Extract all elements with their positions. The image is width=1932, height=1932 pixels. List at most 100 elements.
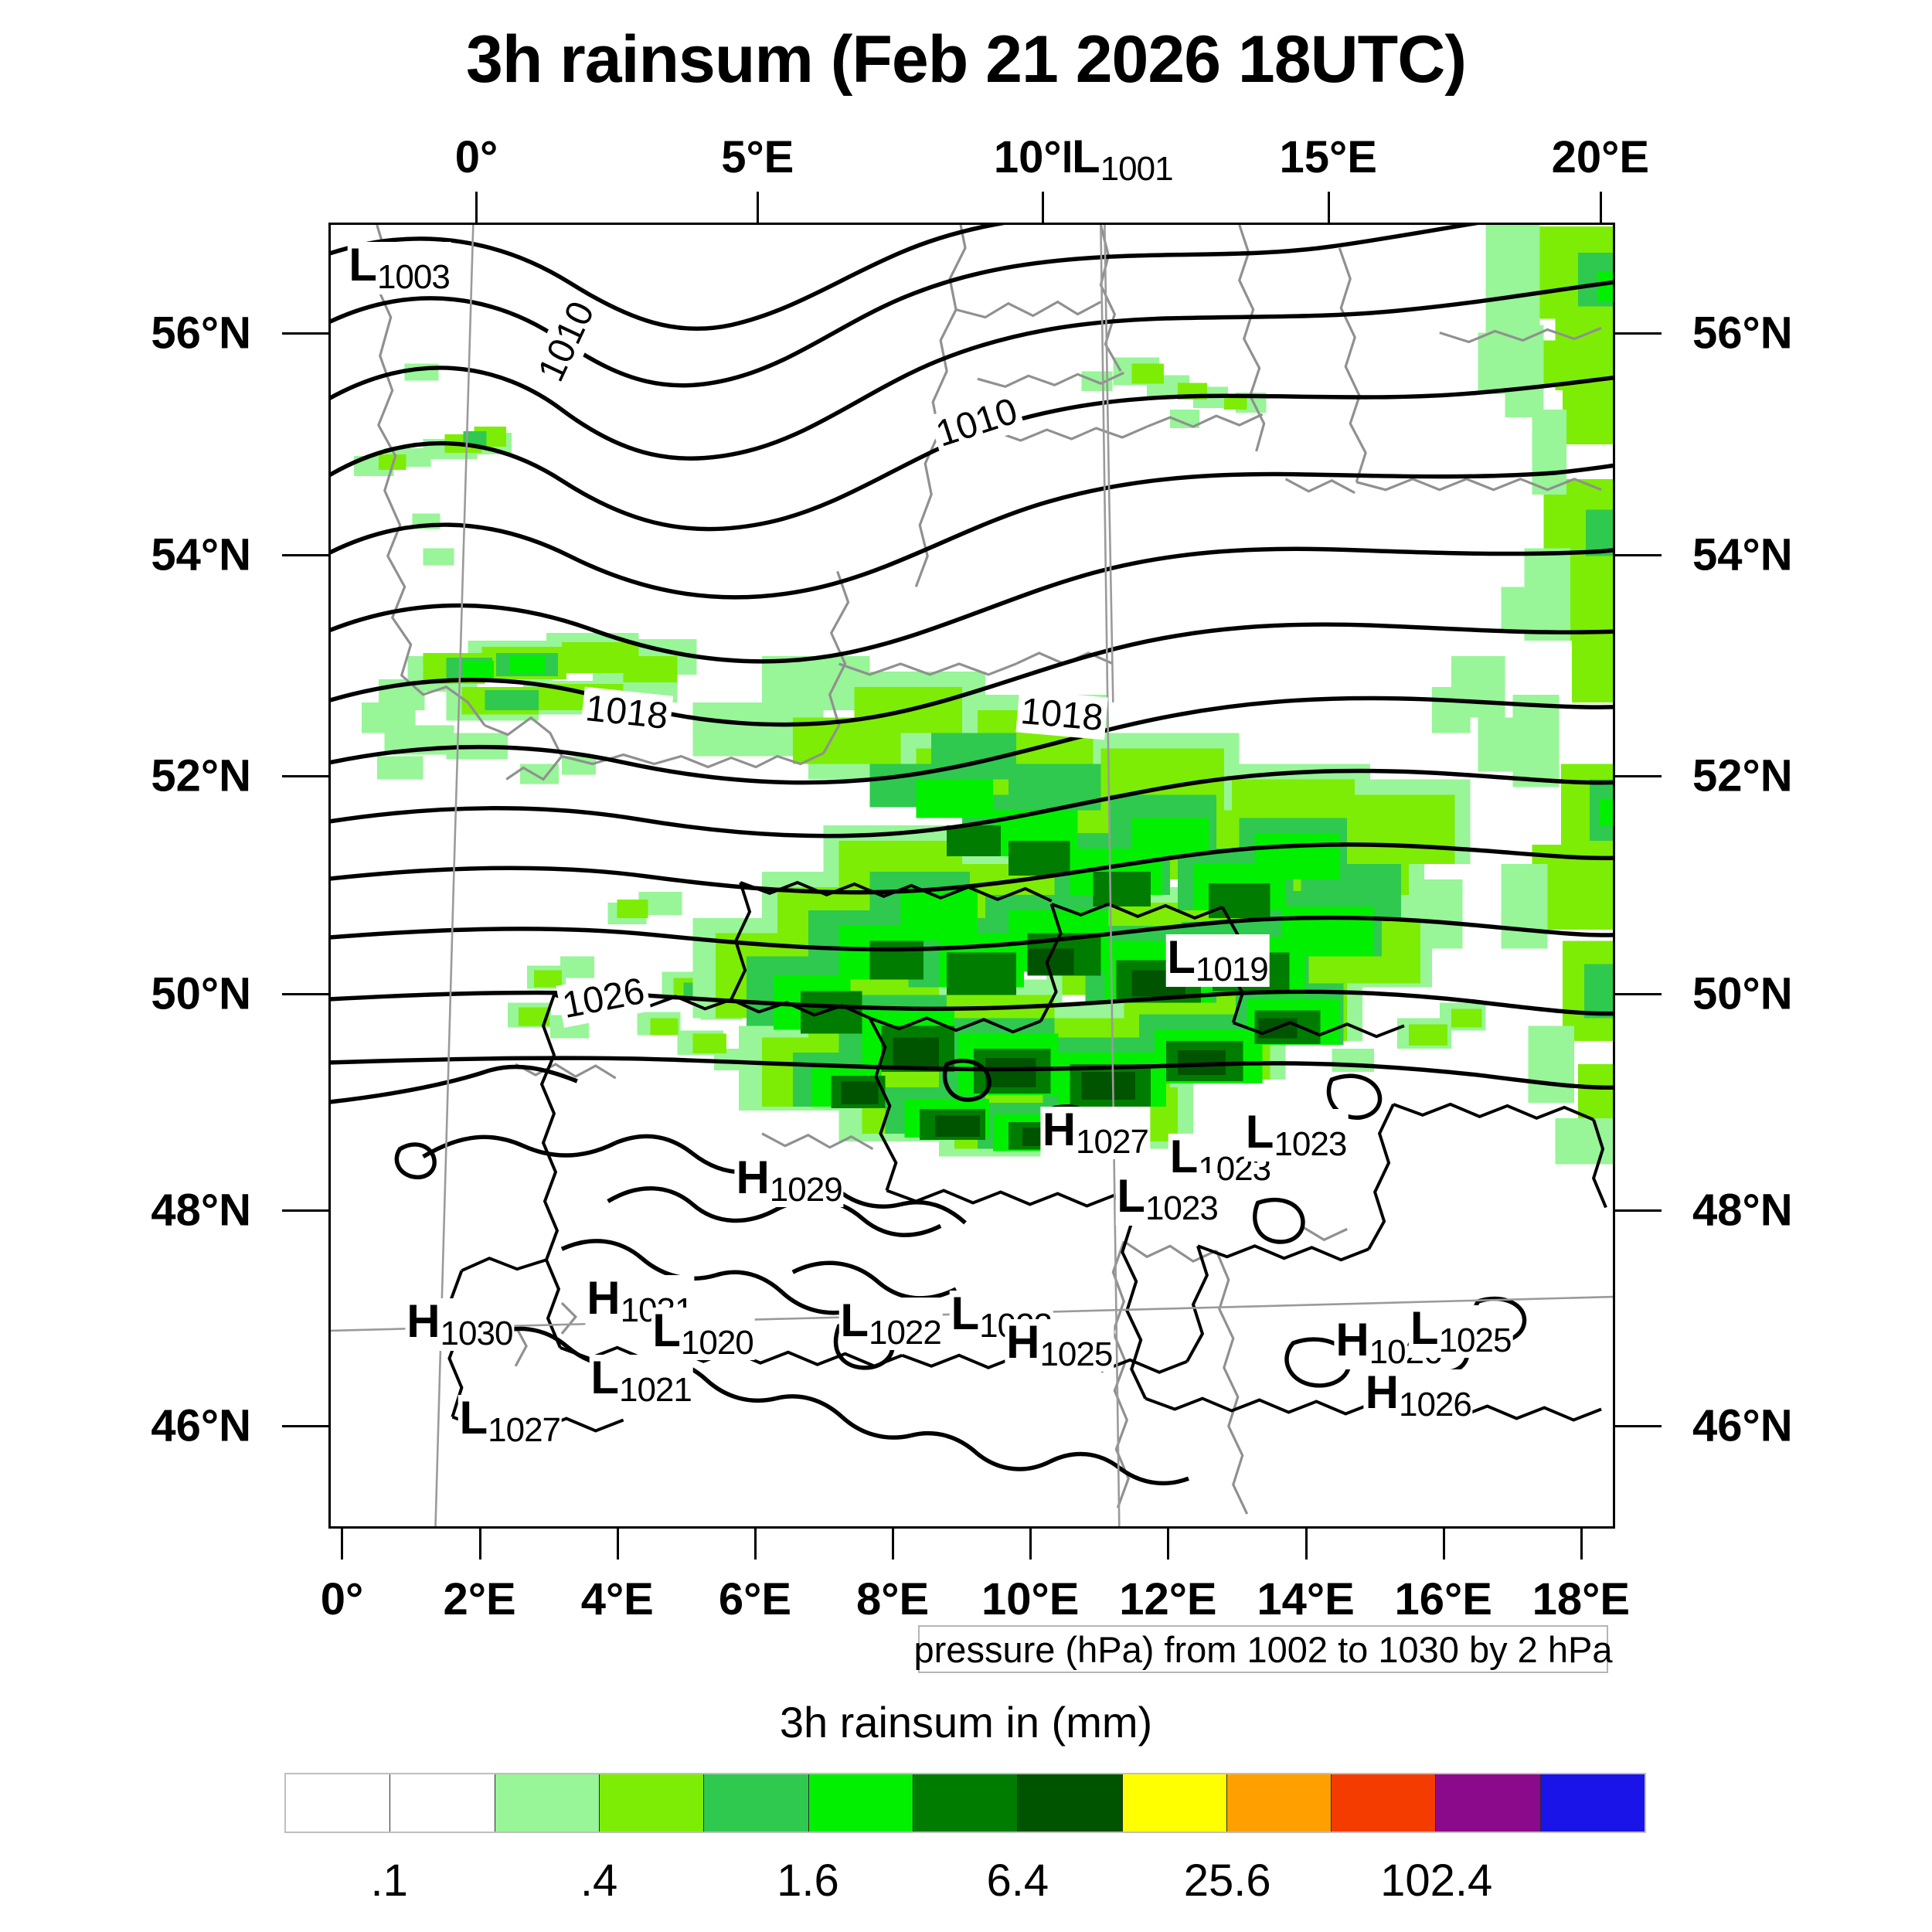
colorbar-segment-4[interactable] <box>704 1774 809 1832</box>
colorbar[interactable] <box>284 1773 1646 1833</box>
lon-tickmark-bottom-4 <box>892 1529 895 1560</box>
lon-tick-bottom-6: 12°E <box>1119 1574 1217 1624</box>
lon-tickmark-bottom-3 <box>753 1529 757 1560</box>
colorbar-segment-2[interactable] <box>495 1774 600 1832</box>
colorbar-tick-5: 102.4 <box>1380 1855 1493 1906</box>
pressure-center-type: L <box>1167 930 1196 983</box>
lat-tickmark-left-2 <box>282 774 328 777</box>
pressure-center-value: 1025 <box>1039 1335 1113 1374</box>
pressure-center-type: H <box>1365 1366 1399 1418</box>
lon-tickmark-bottom-0 <box>341 1529 344 1560</box>
pressure-center-type: H <box>587 1271 621 1324</box>
pressure-center-type: L <box>1410 1301 1439 1354</box>
colorbar-segment-0[interactable] <box>286 1774 391 1832</box>
colorbar-segment-1[interactable] <box>390 1774 495 1832</box>
lat-tickmark-left-1 <box>282 554 328 557</box>
colorbar-segment-11[interactable] <box>1436 1774 1541 1832</box>
lat-tickmark-right-5 <box>1615 1425 1662 1428</box>
pressure-center-type: H <box>1335 1314 1369 1366</box>
lat-tickmark-right-3 <box>1615 992 1662 995</box>
colorbar-segment-6[interactable] <box>913 1774 1019 1832</box>
lon-tickmark-bottom-8 <box>1442 1529 1445 1560</box>
pressure-center-high-7: H1029 <box>734 1155 844 1208</box>
pressure-center-type: H <box>1006 1316 1040 1369</box>
lat-tick-right-1: 54°N <box>1692 529 1793 580</box>
pressure-center-value: 1020 <box>680 1324 754 1362</box>
lat-tickmark-left-4 <box>282 1209 328 1213</box>
colorbar-segment-3[interactable] <box>599 1774 705 1832</box>
pressure-center-low-0: L1003 <box>347 242 451 297</box>
pressure-center-low-5: L1023 <box>1243 1106 1349 1164</box>
colorbar-segment-5[interactable] <box>808 1774 913 1832</box>
pressure-center-high-3: H1027 <box>1040 1103 1150 1161</box>
lat-tick-right-0: 56°N <box>1692 308 1793 359</box>
pressure-center-value: 1001 <box>1100 149 1174 188</box>
lat-tick-left-5: 46°N <box>151 1400 251 1451</box>
pressure-center-value: 1023 <box>1274 1125 1347 1164</box>
pressure-center-value: 1003 <box>376 258 451 297</box>
pressure-center-high-13: H1025 <box>1005 1319 1114 1372</box>
pressure-center-type: L <box>1117 1170 1145 1223</box>
pressure-center-value: 1026 <box>1398 1385 1472 1423</box>
pressure-center-type: L <box>840 1294 869 1346</box>
lon-tickmark-bottom-9 <box>1580 1529 1583 1560</box>
pressure-center-low-10: L1020 <box>651 1308 755 1362</box>
pressure-center-type: H <box>736 1151 770 1204</box>
lat-tickmark-right-4 <box>1615 1209 1662 1213</box>
isobar-label-3: 1018 <box>1015 689 1108 740</box>
lat-tick-right-5: 46°N <box>1692 1400 1793 1451</box>
lon-tick-bottom-8: 16°E <box>1394 1574 1492 1624</box>
lon-tick-top-0: 0° <box>454 132 498 182</box>
lon-tick-bottom-7: 14°E <box>1257 1574 1355 1624</box>
colorbar-tick-3: 6.4 <box>986 1855 1049 1906</box>
pressure-center-type: L <box>590 1352 619 1404</box>
pressure-center-value: 1022 <box>868 1313 942 1352</box>
lon-tickmark-top-1 <box>757 192 760 223</box>
lon-tick-bottom-1: 2°E <box>443 1574 516 1624</box>
pressure-center-type: L <box>951 1287 980 1340</box>
lat-tickmark-left-5 <box>282 1425 328 1428</box>
lon-tick-bottom-4: 8°E <box>856 1574 930 1624</box>
pressure-center-type: H <box>1042 1103 1077 1155</box>
pressure-center-low-17: L1025 <box>1408 1301 1513 1359</box>
pressure-center-type: H <box>406 1295 440 1348</box>
lon-tick-top-3: 15°E <box>1279 132 1377 182</box>
isobar-label-2: 1018 <box>580 686 674 739</box>
lon-tickmark-bottom-1 <box>478 1529 481 1560</box>
pressure-center-type: L <box>1245 1106 1274 1158</box>
lon-tick-bottom-0: 0° <box>320 1574 364 1624</box>
colorbar-segment-10[interactable] <box>1332 1774 1437 1832</box>
pressure-center-high-18: H1026 <box>1363 1366 1473 1423</box>
colorbar-segment-7[interactable] <box>1018 1774 1123 1832</box>
pressure-center-low-14: L1021 <box>589 1352 693 1408</box>
lon-tick-bottom-5: 10°E <box>981 1574 1080 1624</box>
pressure-legend-text: pressure (hPa) from 1002 to 1030 by 2 hP… <box>913 1628 1613 1670</box>
colorbar-tick-0: .1 <box>370 1855 408 1906</box>
pressure-center-value: 1027 <box>488 1411 561 1450</box>
lon-tick-bottom-3: 6°E <box>718 1574 792 1624</box>
lon-tickmark-top-3 <box>1327 192 1330 223</box>
pressure-center-high-9: H1030 <box>405 1295 515 1352</box>
lon-tickmark-top-2 <box>1042 192 1045 223</box>
pressure-center-value: 1019 <box>1195 950 1269 988</box>
lon-tick-top-1: 5°E <box>721 132 794 182</box>
page-title: 3h rainsum (Feb 21 2026 18UTC) <box>466 22 1467 97</box>
lon-tickmark-bottom-6 <box>1167 1529 1170 1560</box>
colorbar-segment-9[interactable] <box>1226 1774 1332 1832</box>
pressure-legend-box: pressure (hPa) from 1002 to 1030 by 2 hP… <box>914 1625 1613 1673</box>
lat-tickmark-right-0 <box>1615 332 1662 335</box>
pressure-center-type: L <box>652 1304 681 1357</box>
colorbar-tick-4: 25.6 <box>1183 1855 1271 1906</box>
pressure-center-low-15: L1027 <box>457 1395 563 1450</box>
colorbar-segment-12[interactable] <box>1540 1774 1645 1832</box>
colorbar-tick-2: 1.6 <box>777 1855 839 1906</box>
pressure-center-value: 1025 <box>1438 1321 1512 1359</box>
colorbar-segment-8[interactable] <box>1122 1774 1227 1832</box>
isobars <box>331 225 1613 1485</box>
lat-tickmark-left-3 <box>282 992 328 995</box>
pressure-center-value: 1027 <box>1076 1122 1149 1161</box>
lon-tickmark-bottom-2 <box>616 1529 619 1560</box>
lon-tickmark-top-0 <box>475 192 478 223</box>
lat-tick-right-4: 48°N <box>1692 1185 1793 1236</box>
pressure-center-value: 1023 <box>1145 1189 1219 1228</box>
